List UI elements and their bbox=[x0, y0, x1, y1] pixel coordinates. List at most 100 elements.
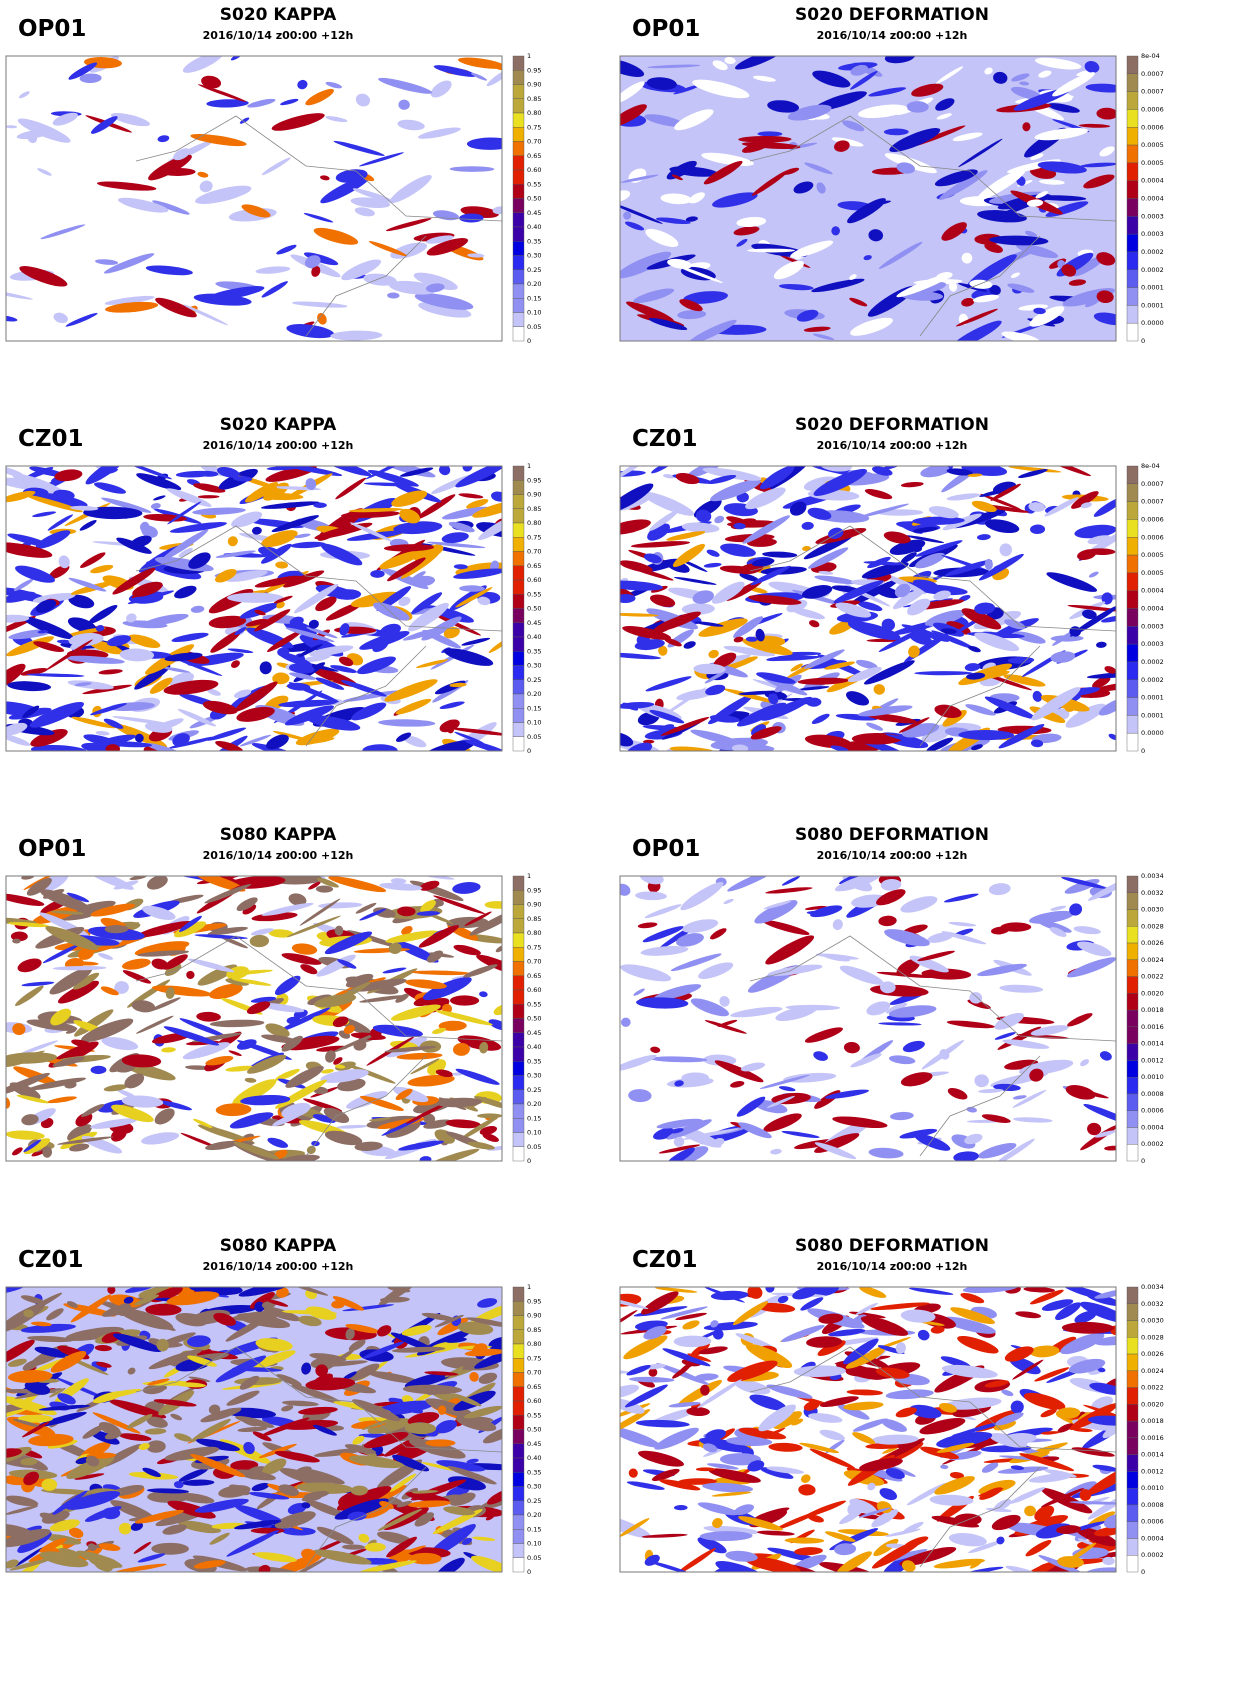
colorbar-label: 0 bbox=[1141, 1157, 1145, 1165]
colorbar-segment bbox=[1127, 1060, 1138, 1077]
colorbar-label: 0.0022 bbox=[1141, 973, 1164, 981]
panel-label: CZ01 bbox=[632, 426, 698, 452]
colorbar-label: 0 bbox=[1141, 337, 1145, 345]
colorbar-segment bbox=[513, 298, 524, 312]
colorbar-segment bbox=[513, 1444, 524, 1458]
colorbar-label: 0.80 bbox=[527, 519, 541, 527]
colorbar-label: 0.30 bbox=[527, 662, 541, 670]
colorbar-segment bbox=[513, 976, 524, 990]
colorbar-segment bbox=[1127, 216, 1138, 234]
colorbar-segment bbox=[1127, 484, 1138, 502]
colorbar-segment bbox=[513, 256, 524, 270]
colorbar-label: 0.0004 bbox=[1141, 587, 1164, 595]
colorbar-segment bbox=[1127, 288, 1138, 306]
colorbar-segment bbox=[1127, 1371, 1138, 1388]
colorbar-label: 0.0006 bbox=[1141, 533, 1164, 541]
colorbar-segment bbox=[513, 1501, 524, 1515]
panel-subtitle: 2016/10/14 z00:00 +12h bbox=[203, 439, 354, 452]
colorbar-segment bbox=[513, 1301, 524, 1315]
colorbar-label: 0.0012 bbox=[1141, 1467, 1164, 1475]
colorbar-label: 0.0006 bbox=[1141, 515, 1164, 523]
colorbar-label: 0.0004 bbox=[1141, 177, 1164, 185]
colorbar-label: 0.70 bbox=[527, 138, 541, 146]
colorbar-segment bbox=[1127, 1522, 1138, 1539]
colorbar-label: 0.55 bbox=[527, 180, 541, 188]
colorbar-label: 0.0024 bbox=[1141, 956, 1164, 964]
colorbar-label: 0.60 bbox=[527, 1397, 541, 1405]
colorbar-label: 0.15 bbox=[527, 704, 541, 712]
colorbar-segment bbox=[513, 1387, 524, 1401]
colorbar-segment bbox=[1127, 1304, 1138, 1321]
colorbar-segment bbox=[1127, 56, 1138, 74]
colorbar-label: 0.50 bbox=[527, 605, 541, 613]
colorbar-label: 0.0032 bbox=[1141, 1300, 1164, 1308]
colorbar-label: 0.0005 bbox=[1141, 551, 1164, 559]
colorbar-label: 0.70 bbox=[527, 958, 541, 966]
colorbar-label: 0.0002 bbox=[1141, 658, 1164, 666]
colorbar-label: 0.20 bbox=[527, 280, 541, 288]
colorbar-label: 0.0002 bbox=[1141, 1140, 1164, 1148]
map-field bbox=[0, 862, 523, 1170]
colorbar-label: 0.0012 bbox=[1141, 1056, 1164, 1064]
colorbar-segment bbox=[513, 1019, 524, 1033]
colorbar-label: 0.0005 bbox=[1141, 569, 1164, 577]
colorbar-segment bbox=[513, 184, 524, 198]
colorbar-segment bbox=[513, 947, 524, 961]
panel: CZ01S080 KAPPA2016/10/14 z00:00 +12h10.9… bbox=[0, 1236, 541, 1582]
colorbar-segment bbox=[513, 227, 524, 241]
colorbar-label: 0.05 bbox=[527, 1143, 541, 1151]
panel: OP01S080 DEFORMATION2016/10/14 z00:00 +1… bbox=[611, 825, 1163, 1169]
colorbar-segment bbox=[1127, 1438, 1138, 1455]
colorbar-segment bbox=[513, 1544, 524, 1558]
colorbar-label: 0.55 bbox=[527, 1000, 541, 1008]
colorbar-label: 0.0004 bbox=[1141, 195, 1164, 203]
colorbar-label: 0.85 bbox=[527, 1326, 541, 1334]
colorbar-label: 0.0005 bbox=[1141, 159, 1164, 167]
colorbar-label: 0.55 bbox=[527, 1411, 541, 1419]
colorbar-label: 0.30 bbox=[527, 252, 541, 260]
colorbar-segment bbox=[1127, 893, 1138, 910]
colorbar-label: 0.65 bbox=[527, 972, 541, 980]
colorbar-label: 0.80 bbox=[527, 929, 541, 937]
colorbar-label: 0.35 bbox=[527, 1057, 541, 1065]
panel-subtitle: 2016/10/14 z00:00 +12h bbox=[817, 849, 968, 862]
panel-title: S020 KAPPA bbox=[220, 415, 337, 435]
colorbar-label: 0.65 bbox=[527, 152, 541, 160]
panel: OP01S020 DEFORMATION2016/10/14 z00:00 +1… bbox=[600, 5, 1163, 354]
colorbar-label: 0.65 bbox=[527, 562, 541, 570]
colorbar-segment bbox=[513, 552, 524, 566]
colorbar-segment bbox=[1127, 92, 1138, 110]
colorbar-label: 0.0004 bbox=[1141, 605, 1164, 613]
colorbar-segment bbox=[513, 737, 524, 751]
colorbar-label: 0.25 bbox=[527, 1497, 541, 1505]
colorbar-segment bbox=[1127, 644, 1138, 662]
colorbar-label: 0.70 bbox=[527, 548, 541, 556]
colorbar-segment bbox=[513, 199, 524, 213]
colorbar-segment bbox=[1127, 181, 1138, 199]
colorbar-label: 0.0001 bbox=[1141, 301, 1164, 309]
colorbar-segment bbox=[513, 1090, 524, 1104]
colorbar-segment bbox=[1127, 609, 1138, 627]
colorbar-segment bbox=[513, 284, 524, 298]
panel-subtitle: 2016/10/14 z00:00 +12h bbox=[203, 849, 354, 862]
colorbar-segment bbox=[513, 905, 524, 919]
panel-title: S020 DEFORMATION bbox=[795, 415, 989, 435]
colorbar-segment bbox=[513, 156, 524, 170]
colorbar-segment bbox=[1127, 1094, 1138, 1111]
colorbar-label: 0.10 bbox=[527, 309, 541, 317]
colorbar-label: 0.35 bbox=[527, 1468, 541, 1476]
colorbar-label: 0.0004 bbox=[1141, 1534, 1164, 1542]
colorbar-segment bbox=[1127, 926, 1138, 943]
colorbar-segment bbox=[1127, 960, 1138, 977]
colorbar-label: 0.0003 bbox=[1141, 640, 1164, 648]
colorbar-segment bbox=[1127, 680, 1138, 698]
colorbar-label: 0 bbox=[1141, 747, 1145, 755]
colorbar-segment bbox=[1127, 519, 1138, 537]
colorbar-segment bbox=[513, 56, 524, 70]
colorbar-segment bbox=[513, 680, 524, 694]
colorbar-segment bbox=[513, 694, 524, 708]
colorbar-label: 0.85 bbox=[527, 95, 541, 103]
colorbar-label: 0.15 bbox=[527, 1525, 541, 1533]
colorbar-label: 0.0001 bbox=[1141, 694, 1164, 702]
